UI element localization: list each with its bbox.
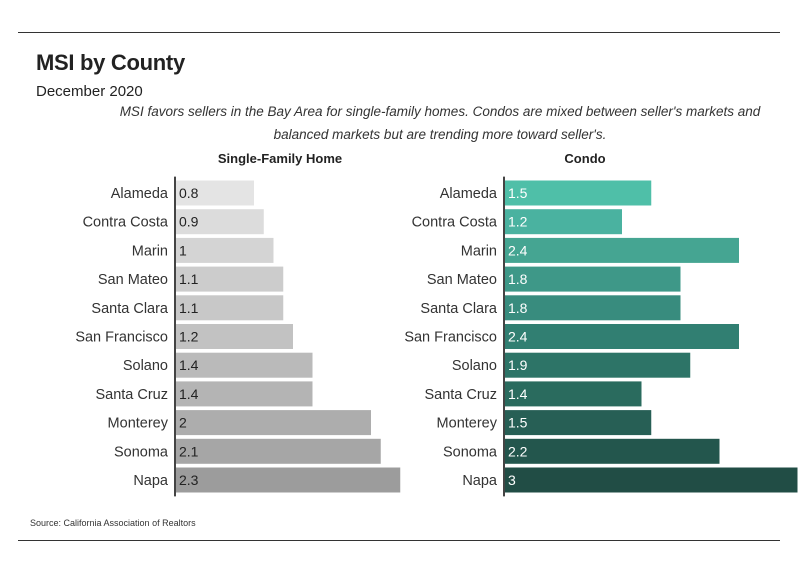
sfh-data-label: 0.8	[179, 185, 199, 201]
condo-bar	[505, 438, 720, 464]
sfh-bar	[176, 266, 284, 292]
sfh-data-label: 1.4	[179, 386, 199, 402]
sfh-data-label: 1	[179, 242, 187, 258]
sfh-data-label: 1.4	[179, 357, 199, 373]
sfh-bar	[176, 352, 313, 378]
sfh-category-label: San Francisco	[75, 330, 168, 346]
sfh-bar	[176, 410, 371, 436]
sfh-category-label: San Mateo	[98, 272, 168, 288]
sfh-data-label: 2.1	[179, 443, 199, 459]
condo-category-label: Marin	[461, 243, 497, 259]
condo-data-label: 1.8	[508, 300, 528, 316]
chart-description: MSI favors sellers in the Bay Area for s…	[119, 104, 761, 142]
condo-data-label: 1.9	[508, 357, 528, 373]
sfh-bar	[176, 381, 313, 407]
sfh-data-label: 1.2	[179, 329, 199, 345]
condo-data-label: 2.2	[508, 443, 528, 459]
condo-data-label: 1.8	[508, 271, 528, 287]
sfh-category-label: Contra Costa	[83, 215, 169, 231]
sfh-category-label: Marin	[132, 243, 168, 259]
condo-category-label: Santa Cruz	[424, 387, 497, 403]
sfh-bar	[176, 295, 284, 321]
condo-category-label: San Francisco	[404, 330, 497, 346]
condo-bar	[505, 352, 691, 378]
chart-title: MSI by County	[36, 50, 185, 75]
condo-bar	[505, 266, 681, 292]
condo-category-label: Contra Costa	[412, 215, 498, 231]
condo-data-label: 1.5	[508, 185, 528, 201]
sfh-data-label: 1.1	[179, 271, 199, 287]
sfh-bar	[176, 209, 264, 235]
sfh-data-label: 2.3	[179, 472, 199, 488]
sfh-bar	[176, 467, 401, 493]
bottom-rule	[18, 540, 780, 541]
top-rule	[18, 32, 780, 33]
sfh-category-label: Solano	[123, 358, 168, 374]
sfh-bar	[176, 324, 293, 349]
sfh-bar	[176, 438, 381, 464]
condo-bar	[505, 180, 652, 206]
sfh-category-label: Sonoma	[114, 444, 169, 460]
condo-category-label: Solano	[452, 358, 497, 374]
sfh-panel-title: Single-Family Home	[218, 151, 342, 166]
condo-category-label: San Mateo	[427, 272, 497, 288]
condo-bar	[505, 237, 739, 263]
condo-category-label: Alameda	[440, 186, 498, 202]
condo-category-label: Monterey	[437, 416, 498, 432]
source-note: Source: California Association of Realto…	[30, 518, 196, 528]
sfh-category-label: Monterey	[108, 416, 169, 432]
condo-bar	[505, 410, 652, 436]
condo-category-label: Sonoma	[443, 444, 498, 460]
sfh-data-label: 0.9	[179, 214, 199, 230]
condo-bar	[505, 467, 798, 493]
condo-bar	[505, 295, 681, 321]
chart-subtitle: December 2020	[36, 83, 143, 100]
sfh-data-label: 2	[179, 415, 187, 431]
sfh-category-label: Santa Cruz	[95, 387, 168, 403]
sfh-category-label: Santa Clara	[91, 301, 169, 317]
condo-category-label: Santa Clara	[420, 301, 498, 317]
condo-data-label: 1.4	[508, 386, 528, 402]
condo-bar	[505, 209, 622, 235]
condo-bar	[505, 381, 642, 407]
sfh-category-label: Napa	[133, 473, 169, 489]
condo-data-label: 2.4	[508, 242, 528, 258]
condo-category-label: Napa	[462, 473, 498, 489]
condo-panel-title: Condo	[564, 151, 605, 166]
condo-data-label: 2.4	[508, 329, 528, 345]
condo-data-label: 3	[508, 472, 516, 488]
sfh-bar	[176, 180, 254, 206]
condo-bar	[505, 324, 739, 349]
sfh-bar	[176, 237, 274, 263]
condo-data-label: 1.2	[508, 214, 528, 230]
condo-data-label: 1.5	[508, 415, 528, 431]
sfh-category-label: Alameda	[111, 186, 169, 202]
sfh-data-label: 1.1	[179, 300, 199, 316]
